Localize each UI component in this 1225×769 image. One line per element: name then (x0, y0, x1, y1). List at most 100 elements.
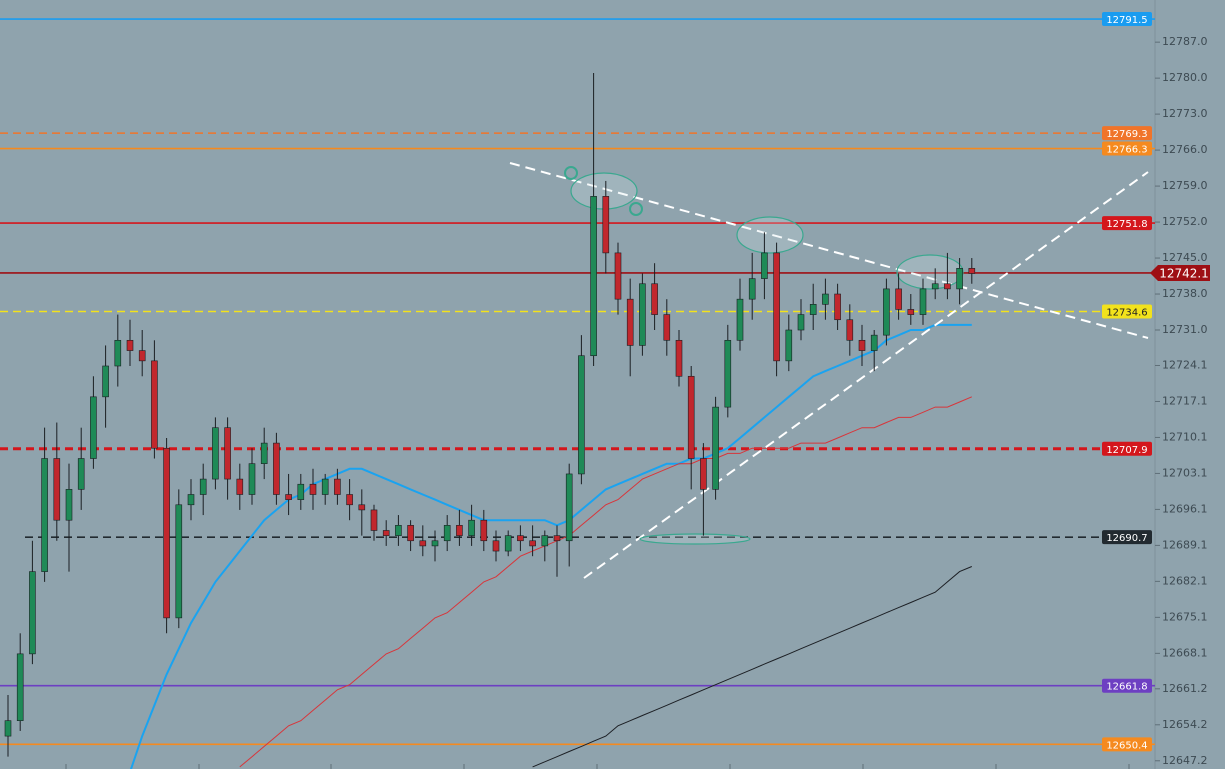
level-tag (1102, 126, 1152, 141)
candle-body (236, 478, 244, 495)
candle-body (736, 298, 744, 341)
candle-body (870, 334, 878, 351)
candle-body (297, 483, 305, 500)
marker (629, 202, 643, 216)
candle-body (163, 447, 170, 619)
level-tag (1102, 678, 1152, 693)
level-tag (1102, 141, 1152, 156)
candle-body (846, 319, 854, 341)
marker (564, 166, 578, 180)
candle-body (517, 535, 524, 542)
candle-body (102, 365, 109, 398)
candle-body (858, 339, 866, 351)
candle-body (504, 535, 512, 552)
candle-body (822, 293, 829, 305)
candle-body (175, 504, 183, 619)
candle-body (529, 540, 536, 547)
y-tick-label: 12731.0 (1162, 323, 1208, 336)
candle-body (639, 283, 646, 346)
candle-body (724, 339, 732, 408)
candle-body (834, 293, 841, 321)
candle-body (114, 339, 122, 367)
candle-body (907, 309, 915, 315)
y-tick-label: 12682.1 (1162, 574, 1208, 587)
y-tick-label: 12780.0 (1162, 71, 1208, 84)
level-labels: 12791.5 12769.3 12766.3 12751.8 12742.1 12734… (1102, 12, 1210, 752)
candle-body (248, 463, 256, 495)
candle-body (663, 314, 671, 341)
candle-body (187, 494, 195, 506)
candle-body (883, 288, 890, 336)
candle-body (590, 196, 597, 357)
level-label: 12766.3 (1106, 145, 1147, 156)
candle-body (273, 442, 280, 495)
candle-body (346, 494, 353, 506)
level-label: 12690.7 (1106, 533, 1147, 544)
candle-body (931, 283, 939, 290)
candle-body (553, 535, 561, 542)
level-tag (1102, 737, 1152, 752)
candle-body (785, 329, 793, 362)
candle-body (53, 458, 61, 521)
candle-body (212, 427, 219, 480)
trend-line (583, 171, 1149, 579)
y-tick-label: 12654.2 (1162, 718, 1208, 731)
candle-body (602, 196, 610, 254)
candle-body (138, 350, 146, 362)
candle-body (29, 571, 36, 655)
candle-body (126, 339, 134, 351)
moving-average (129, 323, 972, 769)
y-tick-label: 12745.0 (1162, 251, 1208, 264)
candle-body (712, 406, 719, 490)
candle-body (395, 525, 402, 536)
candle-body (419, 540, 427, 547)
candle-body (4, 720, 12, 737)
candle-body (480, 519, 488, 542)
candle-body (224, 427, 231, 480)
candle-body (309, 483, 317, 495)
candle-body (651, 283, 658, 315)
y-tick-label: 12773.0 (1162, 107, 1208, 120)
y-tick-label: 12689.1 (1162, 538, 1208, 551)
candle-body (285, 494, 292, 500)
current-price: 12742.1 (1159, 266, 1209, 280)
level-label: 12751.8 (1106, 219, 1147, 230)
level-label: 12707.9 (1106, 445, 1147, 456)
y-tick-label: 12717.1 (1162, 394, 1208, 407)
candle-body (382, 530, 390, 536)
candle-body (797, 314, 805, 331)
highlight-ellipse (736, 216, 804, 254)
y-tick-label: 12710.1 (1162, 430, 1208, 443)
moving-average (532, 566, 972, 768)
level-label: 12769.3 (1106, 129, 1147, 140)
candle-body (151, 360, 158, 449)
candle-body (334, 478, 341, 495)
level-label: 12734.6 (1106, 308, 1147, 319)
candle-body (90, 396, 97, 459)
drawings (509, 162, 1149, 579)
y-tick-label: 12766.0 (1162, 143, 1208, 156)
y-tick-label: 12787.0 (1162, 35, 1208, 48)
y-tick-label: 12647.2 (1162, 754, 1208, 767)
candle-body (41, 458, 48, 572)
candle-body (358, 504, 366, 511)
candle-body (260, 442, 268, 464)
candle-body (761, 252, 768, 279)
candle-body (700, 458, 707, 490)
candle-body (407, 525, 414, 542)
candle-body (687, 375, 695, 459)
candle-body (443, 525, 451, 542)
candle-body (626, 298, 634, 346)
candle-body (895, 288, 902, 310)
level-tag (1102, 441, 1152, 456)
y-tick-label: 12661.2 (1162, 682, 1208, 695)
highlight-ellipse (639, 533, 751, 545)
candle-body (370, 509, 378, 531)
candle-body (321, 478, 329, 495)
candle-body (16, 653, 24, 721)
y-tick-label: 12668.1 (1162, 646, 1208, 659)
level-label: 12791.5 (1106, 15, 1147, 26)
candle-body (919, 288, 927, 315)
y-tick-label: 12752.0 (1162, 215, 1208, 228)
